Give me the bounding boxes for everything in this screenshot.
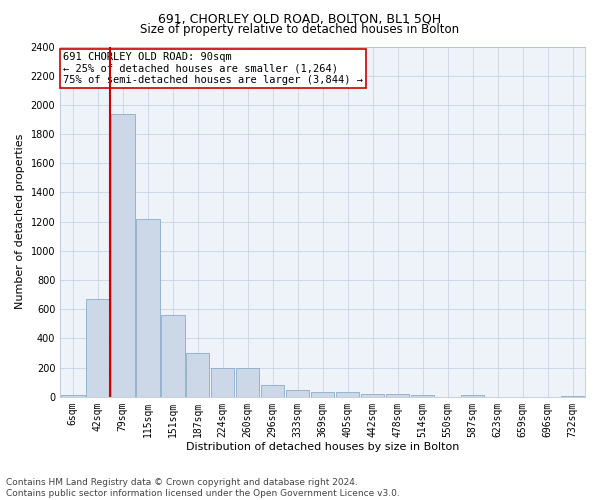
Bar [386,394,409,397]
Bar [361,394,385,397]
Bar [410,394,434,397]
Bar [136,218,160,397]
Bar [111,114,134,397]
Bar [336,392,359,397]
Bar [560,396,584,397]
Bar [211,368,235,397]
Text: 691, CHORLEY OLD ROAD, BOLTON, BL1 5QH: 691, CHORLEY OLD ROAD, BOLTON, BL1 5QH [158,12,442,26]
Bar [261,385,284,397]
Bar [236,368,259,397]
Y-axis label: Number of detached properties: Number of detached properties [15,134,25,310]
X-axis label: Distribution of detached houses by size in Bolton: Distribution of detached houses by size … [186,442,459,452]
Text: 691 CHORLEY OLD ROAD: 90sqm
← 25% of detached houses are smaller (1,264)
75% of : 691 CHORLEY OLD ROAD: 90sqm ← 25% of det… [63,52,363,85]
Bar [286,390,310,397]
Bar [161,315,185,397]
Bar [61,396,85,397]
Bar [86,299,110,397]
Text: Size of property relative to detached houses in Bolton: Size of property relative to detached ho… [140,22,460,36]
Bar [461,394,484,397]
Bar [311,392,334,397]
Text: Contains HM Land Registry data © Crown copyright and database right 2024.
Contai: Contains HM Land Registry data © Crown c… [6,478,400,498]
Bar [186,353,209,397]
